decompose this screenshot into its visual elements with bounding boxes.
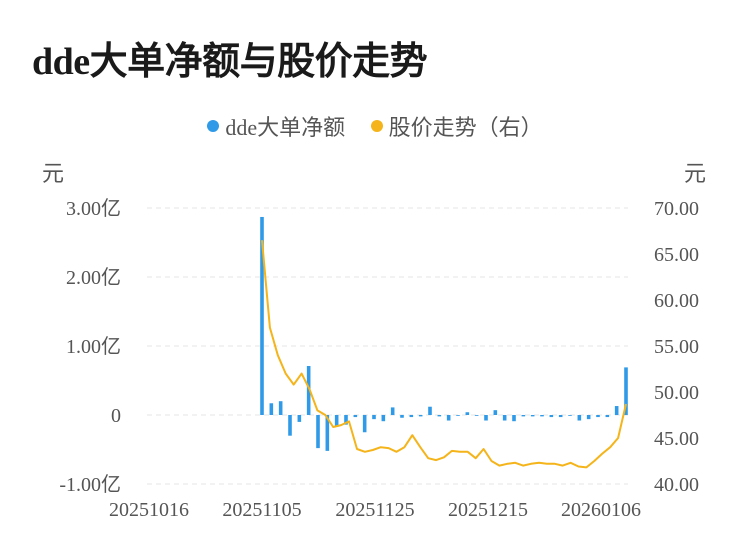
- x-tick-label: 20251105: [222, 499, 301, 521]
- bar-dde: [325, 415, 330, 451]
- price-line: [261, 240, 627, 469]
- bar-dde: [344, 415, 348, 425]
- bar-dde: [428, 406, 432, 415]
- legend: dde大单净额 股价走势（右）: [0, 110, 750, 142]
- bar-dde: [624, 367, 628, 415]
- bar-dde: [493, 410, 498, 415]
- right-tick-label: 65.00: [654, 244, 699, 266]
- right-axis-unit: 元: [684, 161, 707, 186]
- left-tick-label: 2.00亿: [66, 266, 121, 289]
- legend-label-price: 股价走势（右）: [388, 115, 543, 140]
- right-tick-label: 55.00: [654, 336, 699, 358]
- right-tick-label: 40.00: [654, 474, 699, 496]
- bar-dde: [586, 415, 591, 420]
- bar-dde: [465, 412, 470, 415]
- bar-dde: [596, 415, 600, 418]
- x-tick-label: 20251215: [448, 499, 528, 521]
- legend-label-dde: dde大单净额: [225, 115, 346, 140]
- left-axis-unit: 元: [42, 161, 65, 186]
- bar-dde: [474, 415, 479, 416]
- bar-dde: [400, 415, 404, 418]
- bar-dde: [260, 216, 264, 415]
- legend-dot-dde: [207, 120, 220, 132]
- bar-dde: [605, 415, 610, 418]
- left-tick-label: -1.00亿: [59, 473, 121, 496]
- bar-dde: [334, 415, 339, 427]
- bar-dde: [521, 415, 526, 417]
- x-tick-label: 20251016: [109, 499, 189, 521]
- bar-dde: [381, 415, 386, 422]
- x-tick-label: 20251125: [335, 499, 414, 521]
- left-tick-label: 0: [111, 405, 121, 427]
- bar-dde: [512, 415, 516, 422]
- right-tick-label: 45.00: [654, 428, 699, 450]
- bar-dde: [288, 415, 292, 436]
- bar-dde: [362, 415, 367, 433]
- bar-dde: [446, 415, 451, 421]
- bar-dde: [390, 407, 395, 415]
- bar-dde: [614, 406, 619, 415]
- chart-title: dde大单净额与股价走势: [32, 41, 428, 83]
- bar-dde: [558, 415, 563, 418]
- bar-dde: [306, 366, 311, 415]
- bar-dde: [456, 415, 460, 416]
- legend-item-price[interactable]: 股价走势（右）: [370, 110, 543, 142]
- bar-dde: [530, 415, 535, 417]
- left-tick-label: 3.00亿: [66, 197, 121, 220]
- bar-dde: [409, 415, 414, 418]
- bar-dde: [297, 415, 302, 422]
- legend-item-dde[interactable]: dde大单净额: [207, 110, 345, 142]
- right-tick-label: 50.00: [654, 382, 699, 404]
- bar-dde: [577, 415, 582, 421]
- bar-dde: [418, 415, 423, 417]
- left-tick-label: 1.00亿: [66, 335, 121, 358]
- x-tick-label: 20260106: [561, 499, 641, 521]
- bar-dde: [502, 415, 507, 421]
- bar-dde: [568, 415, 572, 416]
- bar-dde: [484, 415, 488, 421]
- legend-dot-price: [370, 120, 383, 132]
- right-tick-label: 60.00: [654, 290, 699, 312]
- bar-dde: [353, 415, 358, 418]
- bar-dde: [269, 403, 274, 415]
- bar-dde: [540, 415, 544, 417]
- bar-dde: [372, 415, 376, 420]
- bar-dde: [549, 415, 554, 418]
- bar-dde: [437, 415, 442, 417]
- bar-dde: [278, 401, 283, 415]
- right-tick-label: 70.00: [654, 198, 699, 220]
- bar-dde: [316, 415, 320, 449]
